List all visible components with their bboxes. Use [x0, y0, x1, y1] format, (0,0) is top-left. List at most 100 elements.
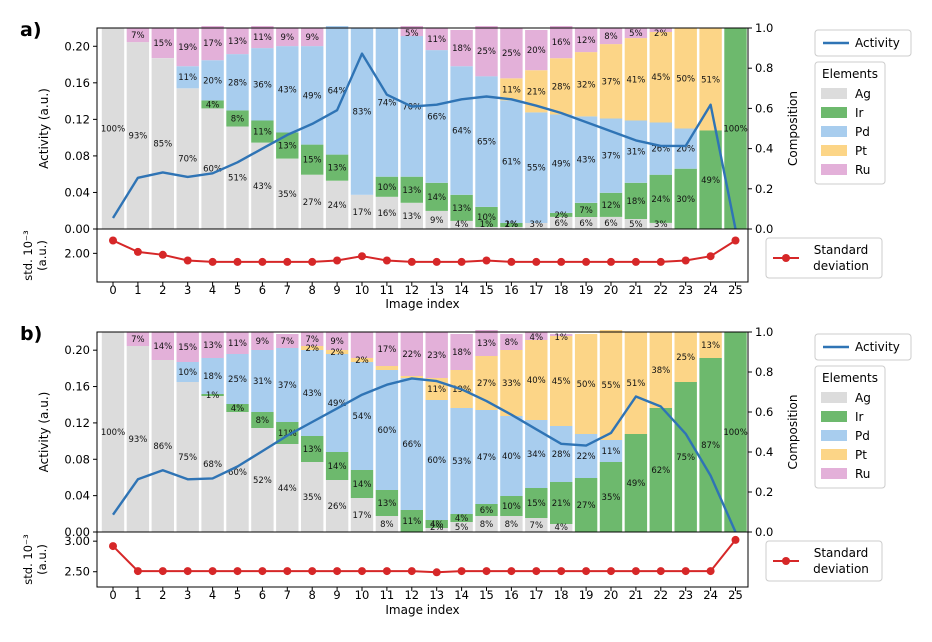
bar-ir: [251, 412, 274, 428]
bar-pd: [375, 28, 399, 177]
bar-pt: [574, 334, 598, 434]
bar-pt: [699, 332, 722, 358]
bar-ir: [301, 436, 324, 462]
bar-ag: [226, 126, 249, 229]
composition-label: 11%: [178, 73, 197, 83]
bar-ag: [201, 108, 224, 229]
bar-ir: [350, 470, 374, 498]
bar-pd: [624, 120, 648, 183]
composition-label: 44%: [278, 484, 297, 494]
composition-label: 15%: [303, 156, 322, 166]
composition-label: 6%: [480, 506, 494, 516]
composition-label: 11%: [253, 128, 272, 138]
legend-std-swatch-marker: [782, 557, 790, 565]
composition-label: 32%: [577, 80, 596, 90]
bar-ru: [400, 26, 423, 37]
y-right-tick-label: 1.0: [755, 21, 773, 35]
composition-label: 4%: [430, 520, 444, 530]
bar-ir: [400, 176, 423, 203]
composition-label: 1%: [480, 220, 494, 230]
x-tick-label: 3: [184, 283, 191, 297]
y-tick-label: 0.20: [64, 343, 90, 357]
bar-pd: [201, 60, 224, 101]
bar-ir: [550, 212, 573, 217]
bar-ag: [500, 516, 523, 532]
composition-label: 85%: [153, 140, 172, 150]
composition-label: 28%: [552, 450, 571, 460]
bar-ru: [151, 28, 174, 59]
bar-ru: [599, 28, 623, 45]
composition-label: 11%: [228, 339, 247, 349]
legend-swatch-pt: [821, 449, 847, 460]
std-point: [233, 257, 242, 266]
legend-swatch-ag: [821, 88, 847, 99]
x-tick-label: 19: [579, 588, 594, 602]
bar-ru: [276, 334, 299, 348]
bar-ag: [226, 412, 249, 532]
x-tick-label: 13: [429, 588, 444, 602]
composition-label: 35%: [303, 493, 322, 503]
composition-label: 70%: [178, 155, 197, 165]
bar-pt: [674, 28, 697, 129]
std-axes-frame: [96, 531, 749, 588]
composition-label: 62%: [651, 466, 670, 476]
x-tick-label: 19: [579, 283, 594, 297]
x-tick-label: 10: [355, 283, 370, 297]
legend-label-pd: Pd: [855, 125, 870, 139]
x-tick-label: 13: [429, 283, 444, 297]
bar-ru: [375, 332, 399, 366]
composition-label: 13%: [402, 212, 421, 222]
bar-ru: [151, 332, 174, 360]
composition-label: 15%: [527, 499, 546, 509]
composition-label: 43%: [303, 389, 322, 399]
legend-activity-box: [814, 29, 912, 57]
composition-label: 28%: [552, 82, 571, 92]
bar-ir: [525, 488, 548, 518]
bar-ag: [375, 196, 399, 229]
composition-label: 40%: [502, 452, 521, 462]
std-point: [482, 567, 491, 576]
bar-ag: [649, 223, 672, 229]
bar-pd: [599, 440, 623, 462]
composition-label: 17%: [203, 39, 222, 49]
bar-ru: [574, 28, 598, 53]
composition-label: 2%: [430, 523, 444, 533]
x-tick-label: 8: [309, 588, 316, 602]
bar-ir: [475, 504, 498, 516]
composition-label: 2%: [305, 344, 319, 354]
composition-label: 54%: [353, 412, 372, 422]
std-point: [158, 250, 167, 259]
composition-label: 4%: [206, 100, 220, 110]
std-point: [407, 567, 416, 576]
std-point: [358, 252, 366, 261]
x-tick-label: 23: [678, 283, 693, 297]
bar-pd: [325, 26, 349, 155]
bar-ir: [574, 202, 598, 217]
composition-label: 1%: [206, 391, 220, 401]
composition-label: 5%: [629, 220, 643, 230]
composition-label: 6%: [579, 219, 593, 229]
x-tick-label: 4: [209, 283, 216, 297]
bar-pd: [226, 54, 249, 111]
composition-label: 8%: [380, 520, 394, 530]
bar-pt: [375, 366, 399, 370]
composition-label: 65%: [477, 138, 496, 148]
composition-label: 50%: [577, 380, 596, 390]
bar-ru: [525, 30, 548, 71]
bar-pt: [525, 70, 548, 113]
composition-label: 26%: [328, 502, 347, 512]
bar-pt: [550, 336, 573, 426]
std-point: [582, 257, 591, 266]
composition-label: 8%: [256, 416, 270, 426]
bar-ru: [126, 28, 150, 43]
x-tick-label: 6: [259, 283, 266, 297]
std-y-tick-label: 2.00: [64, 246, 90, 260]
bar-pt: [550, 58, 573, 115]
legend-swatch-pd: [821, 430, 847, 441]
composition-label: 50%: [676, 74, 695, 84]
composition-label: 31%: [253, 377, 272, 387]
composition-label: 9%: [430, 216, 444, 226]
composition-label: 60%: [427, 456, 446, 466]
y-right-axis-label: Composition: [786, 91, 800, 166]
x-tick-label: 1: [134, 283, 141, 297]
